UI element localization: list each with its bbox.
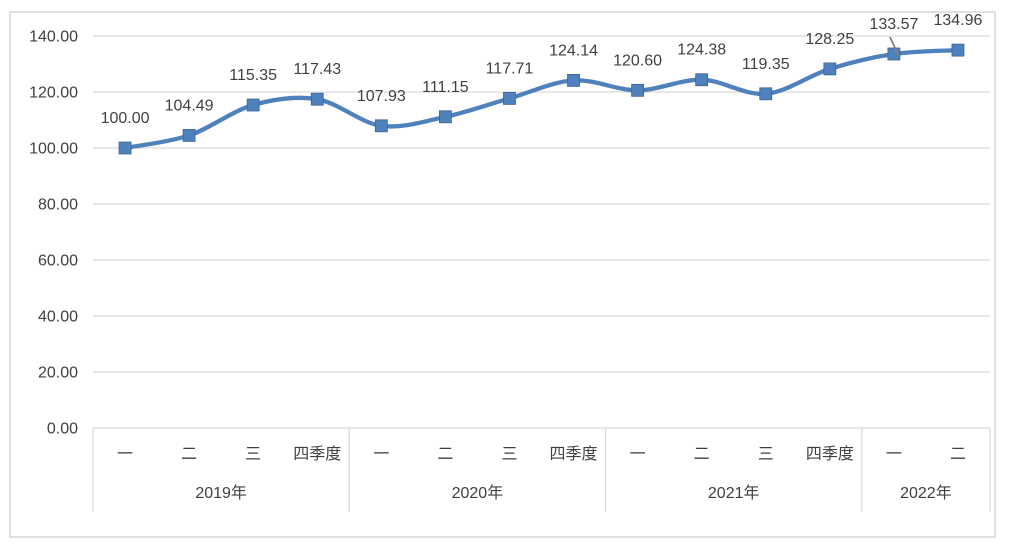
data-point-marker xyxy=(310,92,324,106)
data-point-label: 117.43 xyxy=(293,61,341,78)
quarter-tick-label: 二 xyxy=(437,446,453,463)
data-point-label: 124.38 xyxy=(677,42,726,59)
y-tick-label: 140.00 xyxy=(29,29,78,46)
quarter-tick-label: 四季度 xyxy=(550,445,598,463)
quarter-tick-label: 一 xyxy=(117,446,133,463)
y-tick-label: 20.00 xyxy=(38,365,78,382)
y-tick-label: 100.00 xyxy=(29,141,78,158)
quarter-tick-label: 一 xyxy=(630,446,646,463)
data-point-marker xyxy=(246,98,260,112)
data-point-marker xyxy=(118,141,132,155)
cursor-leader-line xyxy=(889,36,900,57)
y-tick-label: 0.00 xyxy=(47,421,78,438)
year-label: 2022年 xyxy=(900,484,952,502)
year-label: 2020年 xyxy=(452,484,504,502)
data-point-label: 119.35 xyxy=(742,56,790,73)
data-point-label: 133.57 xyxy=(869,16,918,33)
y-tick-label: 80.00 xyxy=(38,197,78,214)
data-point-marker xyxy=(631,83,645,97)
data-point-marker xyxy=(759,87,773,101)
data-point-label: 124.14 xyxy=(549,42,598,59)
quarter-tick-label: 三 xyxy=(758,446,774,463)
quarter-tick-label: 一 xyxy=(886,446,902,463)
quarter-tick-label: 三 xyxy=(501,446,517,463)
data-point-marker xyxy=(567,74,580,87)
data-point-marker xyxy=(182,129,196,142)
quarter-tick-label: 三 xyxy=(245,446,261,463)
data-point-label: 111.15 xyxy=(422,79,469,96)
data-point-label: 117.71 xyxy=(486,60,534,77)
data-point-label: 107.93 xyxy=(357,88,406,105)
y-tick-label: 40.00 xyxy=(38,309,78,326)
chart-border xyxy=(9,11,996,538)
data-point-marker xyxy=(503,92,516,105)
quarter-tick-label: 四季度 xyxy=(806,445,854,463)
data-point-label: 128.25 xyxy=(805,31,854,48)
data-point-label: 104.49 xyxy=(165,97,214,114)
data-point-marker xyxy=(823,62,837,76)
data-point-label: 120.60 xyxy=(613,52,662,69)
y-tick-label: 120.00 xyxy=(29,85,78,102)
quarter-tick-label: 二 xyxy=(694,446,710,463)
data-point-marker xyxy=(374,119,388,133)
quarter-tick-label: 二 xyxy=(181,446,197,463)
data-point-marker xyxy=(438,110,452,124)
quarter-tick-label: 四季度 xyxy=(293,445,341,463)
data-point-marker xyxy=(695,73,709,87)
quarter-tick-label: 二 xyxy=(950,446,966,463)
year-label: 2021年 xyxy=(708,484,760,502)
data-point-label: 115.35 xyxy=(229,67,277,84)
data-point-label: 100.00 xyxy=(101,110,150,127)
data-point-marker xyxy=(951,43,965,57)
year-label: 2019年 xyxy=(195,484,247,502)
y-tick-label: 60.00 xyxy=(38,253,78,270)
data-point-label: 134.96 xyxy=(933,12,982,29)
quarter-tick-label: 一 xyxy=(373,446,389,463)
